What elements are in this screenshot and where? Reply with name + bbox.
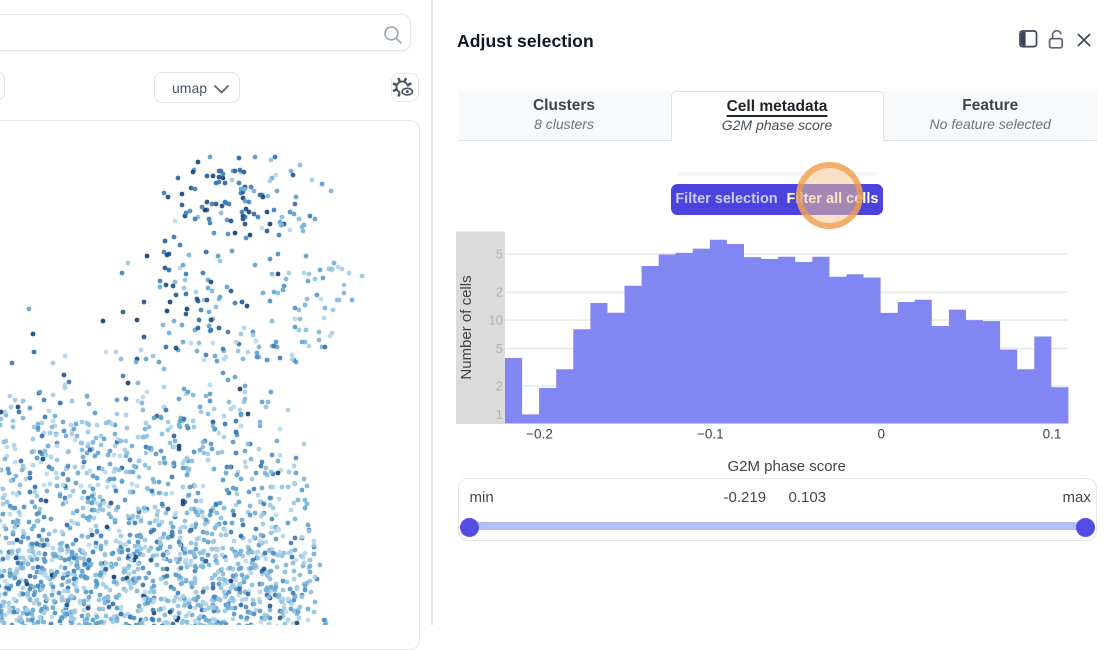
svg-text:5: 5 — [496, 341, 503, 356]
svg-text:Number of cells: Number of cells — [458, 275, 475, 379]
svg-text:5: 5 — [496, 246, 503, 261]
svg-text:G2M phase score: G2M phase score — [728, 458, 846, 475]
svg-text:10: 10 — [489, 313, 503, 328]
svg-text:0.1: 0.1 — [1043, 427, 1062, 442]
svg-text:2: 2 — [496, 379, 503, 394]
svg-text:−0.2: −0.2 — [526, 427, 553, 442]
svg-text:0: 0 — [877, 427, 885, 442]
svg-text:1: 1 — [496, 407, 503, 422]
svg-text:−0.1: −0.1 — [697, 427, 724, 442]
svg-text:2: 2 — [496, 285, 503, 300]
